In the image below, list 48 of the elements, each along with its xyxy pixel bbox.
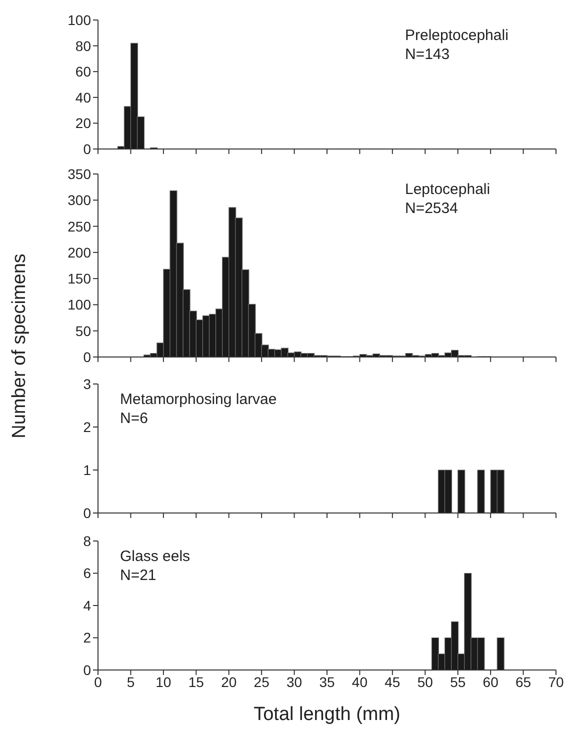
y-tick-label: 4 <box>83 597 92 614</box>
y-tick-label: 0 <box>83 504 92 521</box>
x-tick-label: 25 <box>254 674 270 690</box>
y-tick-label: 60 <box>75 64 92 80</box>
y-tick-label: 3 <box>83 376 92 392</box>
y-tick-label: 80 <box>75 38 92 54</box>
y-tick-label: 100 <box>68 12 92 28</box>
y-tick-label: 0 <box>83 140 92 157</box>
x-tick-label: 35 <box>319 674 335 690</box>
y-tick-label: 2 <box>83 418 92 435</box>
y-axis-title: Number of specimens <box>9 254 31 438</box>
x-tick-label: 50 <box>417 674 434 690</box>
y-tick-label: 1 <box>83 462 92 478</box>
y-tick-label: 2 <box>83 630 92 646</box>
x-tick-label: 0 <box>94 674 102 690</box>
y-tick-label: 300 <box>68 192 92 208</box>
annotation: Glass eels <box>120 547 190 566</box>
x-tick-label: 30 <box>286 674 302 690</box>
x-tick-label: 60 <box>482 674 499 690</box>
y-tick-label: 250 <box>68 218 92 234</box>
y-tick-label: 8 <box>83 532 92 549</box>
annotation: Leptocephali <box>405 180 490 199</box>
annotation: N=143 <box>405 45 451 64</box>
x-tick-label: 10 <box>156 674 172 690</box>
annotation: Preleptocephali <box>405 26 508 45</box>
x-tick-label: 70 <box>548 674 564 690</box>
x-tick-label: 45 <box>384 674 400 690</box>
x-tick-label: 15 <box>188 674 204 690</box>
annotation: N=2534 <box>405 199 459 218</box>
y-tick-label: 200 <box>68 244 92 260</box>
x-tick-label: 65 <box>515 674 532 690</box>
y-tick-label: 6 <box>83 565 92 582</box>
x-axis-title: Total length (mm) <box>254 704 400 726</box>
y-tick-label: 20 <box>75 115 92 132</box>
x-tick-label: 55 <box>450 674 466 690</box>
y-tick-label: 40 <box>75 89 92 106</box>
y-tick-label: 0 <box>83 348 92 365</box>
y-tick-label: 0 <box>83 662 92 678</box>
y-tick-label: 50 <box>75 322 92 339</box>
annotation: Metamorphosing larvae <box>120 390 277 409</box>
y-tick-label: 350 <box>68 166 92 182</box>
x-tick-label: 20 <box>221 674 237 690</box>
x-tick-label: 40 <box>352 674 368 690</box>
annotation: N=6 <box>120 409 149 428</box>
x-tick-label: 5 <box>126 674 135 690</box>
y-tick-label: 150 <box>68 270 92 287</box>
y-tick-label: 100 <box>68 296 92 313</box>
annotation: N=21 <box>120 566 158 585</box>
